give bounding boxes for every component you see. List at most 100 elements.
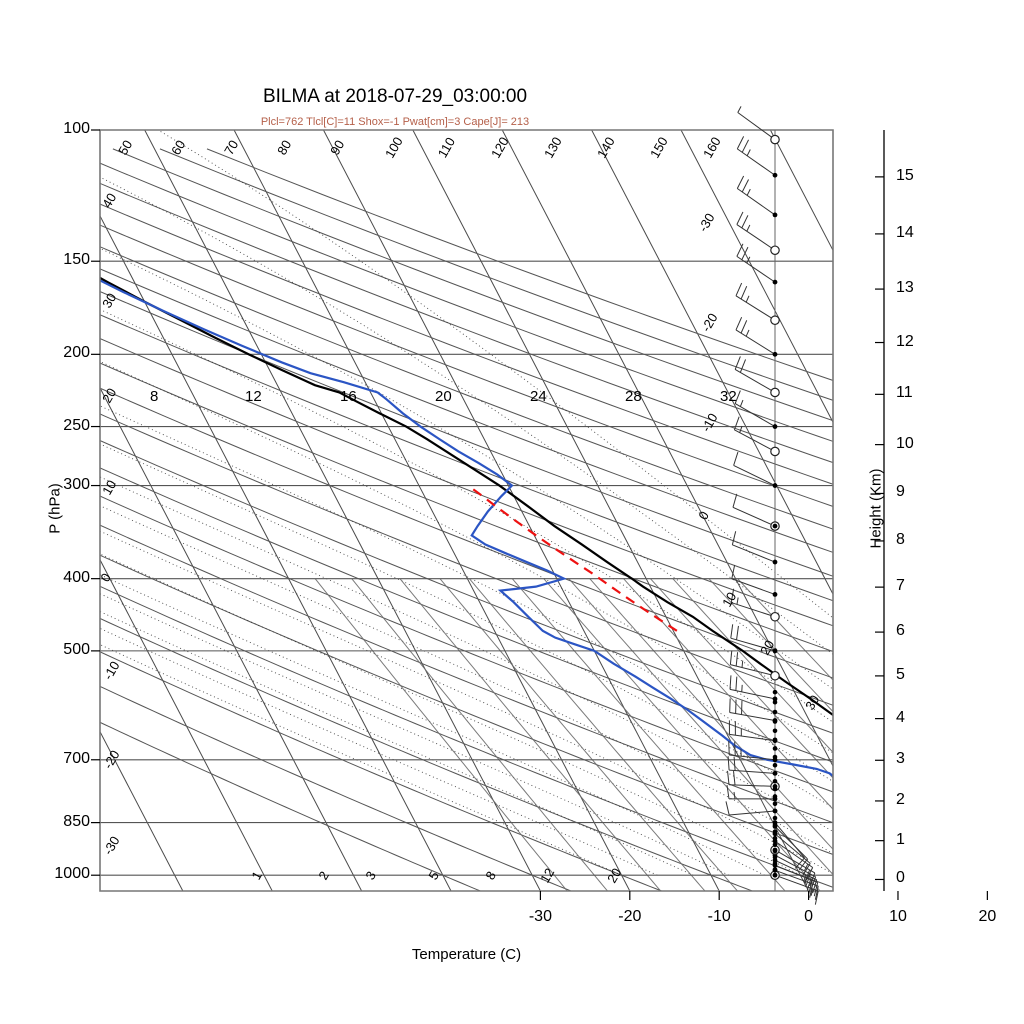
dry-adiabat-line — [100, 290, 833, 577]
dry-adiabat-line — [100, 203, 833, 485]
dry-adiabat-line — [159, 148, 833, 401]
temperature-tick-label: 10 — [889, 908, 907, 925]
height-tick-label: 6 — [896, 622, 905, 640]
mixing-ratio-line — [469, 578, 738, 891]
pressure-tick-label: 1000 — [54, 865, 90, 883]
wind-level-dot-marker — [772, 794, 778, 799]
isotherm-line — [769, 130, 833, 252]
moist-adiabat-line — [157, 130, 833, 619]
isotherm-line — [100, 558, 273, 891]
height-tick-label: 0 — [896, 869, 905, 887]
wind-barb — [730, 624, 776, 652]
height-tick-label: 12 — [896, 332, 914, 350]
height-tick-label: 7 — [896, 577, 905, 595]
wind-level-dot-marker — [772, 728, 778, 734]
wind-barb — [731, 564, 776, 595]
isotherm-line — [412, 130, 810, 891]
moist-adiabat-line — [100, 176, 833, 655]
dry-adiabat-line — [100, 246, 833, 530]
moist-adiabat-label: 16 — [340, 388, 357, 405]
wind-barb — [732, 493, 776, 527]
mixing-ratio-line — [439, 578, 706, 891]
wind-level-dot-marker — [772, 867, 778, 872]
isotherm-line — [949, 130, 1024, 891]
height-tick-label: 13 — [896, 279, 914, 297]
dry-adiabat-line — [100, 721, 481, 891]
dry-adiabat-line — [206, 148, 833, 381]
wind-level-dot-marker — [772, 279, 778, 285]
wind-barb — [729, 650, 776, 677]
mixing-ratio-line — [314, 578, 568, 891]
height-tick-label: 14 — [896, 223, 914, 241]
isotherm-line — [100, 386, 363, 891]
wind-barb — [725, 801, 776, 816]
wind-level-dot-marker — [772, 815, 778, 821]
pressure-tick-label: 400 — [63, 568, 90, 586]
isotherm-line — [233, 130, 631, 891]
wind-barb — [730, 588, 776, 618]
dry-adiabat-line — [100, 495, 833, 793]
wind-level-dot-marker — [772, 822, 778, 828]
height-tick-label: 3 — [896, 750, 905, 768]
wind-level-dot-marker — [772, 699, 778, 705]
wind-level-dot-marker — [772, 351, 778, 357]
wind-barb — [735, 316, 776, 355]
wind-level-dot-marker — [772, 771, 778, 776]
parcel-trace — [470, 486, 678, 632]
dry-adiabat-line — [100, 585, 833, 888]
dry-adiabat-line — [100, 467, 833, 763]
wind-level-dot-marker — [772, 483, 778, 488]
wind-barb — [729, 698, 776, 721]
wind-level-dot-marker — [772, 835, 778, 841]
wind-level-dot-marker — [772, 172, 778, 178]
mixing-ratio-line — [737, 578, 833, 681]
wind-level-dot-marker — [772, 754, 778, 760]
wind-barb — [736, 175, 776, 216]
wind-level-dot-marker — [772, 648, 778, 654]
wind-level-dot-marker — [772, 861, 778, 866]
dry-adiabat-line — [100, 387, 833, 679]
temperature-tick-label: 20 — [978, 908, 997, 925]
mixing-ratio-line — [589, 578, 833, 851]
dry-adiabat-line — [100, 554, 833, 855]
moist-adiabat-line — [100, 627, 658, 876]
wind-level-dot-marker — [772, 737, 778, 743]
wind-level-dot-marker — [772, 848, 778, 854]
plot-border — [99, 129, 834, 892]
wind-barb — [727, 770, 776, 787]
wind-level-dot-marker — [772, 786, 778, 792]
sounding-indices-subtitle: Plcl=762 Tlcl[C]=11 Shox=-1 Pwat[cm]=3 C… — [260, 116, 530, 128]
pressure-tick-label: 850 — [63, 812, 90, 830]
wind-barb — [774, 840, 814, 881]
dry-adiabat-line — [100, 524, 833, 824]
pressure-tick-label: 300 — [63, 475, 90, 493]
height-tick-label: 5 — [896, 665, 905, 683]
wind-level-circle-marker — [770, 245, 780, 256]
wind-level-dot-marker — [772, 709, 778, 715]
moist-adiabat-label: 32 — [720, 388, 737, 405]
wind-level-circle-marker — [770, 134, 780, 145]
wind-barb — [736, 211, 776, 251]
page-title: BILMA at 2018-07-29_03:00:00 — [262, 86, 528, 107]
wind-level-dot-marker — [772, 854, 778, 860]
temperature-tick-label: 0 — [804, 908, 814, 925]
moist-adiabat-line — [100, 553, 801, 876]
wind-barb — [737, 106, 776, 140]
wind-level-dot-marker — [772, 592, 778, 597]
moist-adiabat-label: 12 — [245, 388, 262, 405]
dry-adiabat-line — [100, 362, 833, 653]
wind-level-dot-marker — [772, 212, 778, 218]
dewpoint-trace — [100, 279, 833, 778]
dry-adiabat-line — [112, 148, 833, 422]
height-tick-label: 4 — [896, 708, 905, 726]
wind-level-dot-marker — [772, 523, 778, 529]
dry-adiabat-line — [100, 617, 753, 891]
wind-barb — [727, 756, 776, 774]
x-axis-label: Temperature (C) — [411, 946, 522, 963]
isotherm-line — [501, 130, 833, 768]
wind-barb — [729, 675, 776, 700]
moist-adiabat-label: 24 — [530, 388, 547, 405]
wind-level-dot-marker — [772, 778, 778, 784]
wind-barb — [734, 356, 776, 393]
